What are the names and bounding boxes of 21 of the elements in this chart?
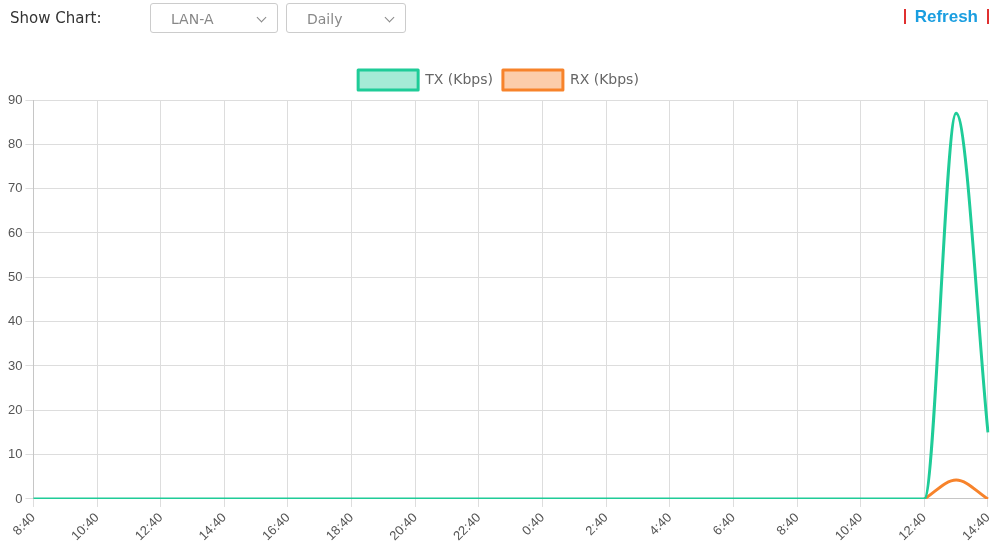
y-tick-label: 20 xyxy=(7,401,23,417)
y-tick-label: 60 xyxy=(7,224,23,240)
y-tick-label: 0 xyxy=(15,490,23,506)
text: Refresh xyxy=(914,7,978,26)
text: Daily xyxy=(307,11,343,27)
x-tick-label: 8:40 xyxy=(773,509,802,539)
text: LAN-A xyxy=(171,11,214,27)
y-tick-label: 90 xyxy=(7,91,23,107)
x-tick-label: 0:40 xyxy=(518,509,548,539)
y-tick-label: 80 xyxy=(7,135,23,151)
y-tick-label: 10 xyxy=(7,446,23,462)
legend-label: TX (Kbps) xyxy=(424,70,493,87)
y-tick-label: 40 xyxy=(7,313,23,329)
x-tick-label: 6:40 xyxy=(709,509,739,539)
legend-label: RX (Kbps) xyxy=(569,70,639,87)
y-tick-label: 30 xyxy=(7,357,23,373)
y-tick-label: 70 xyxy=(7,180,23,196)
x-tick-label: 8:40 xyxy=(9,509,39,539)
x-tick-label: 4:40 xyxy=(645,509,675,539)
y-tick-label: 50 xyxy=(7,268,23,284)
text: Show Chart: xyxy=(10,9,102,27)
